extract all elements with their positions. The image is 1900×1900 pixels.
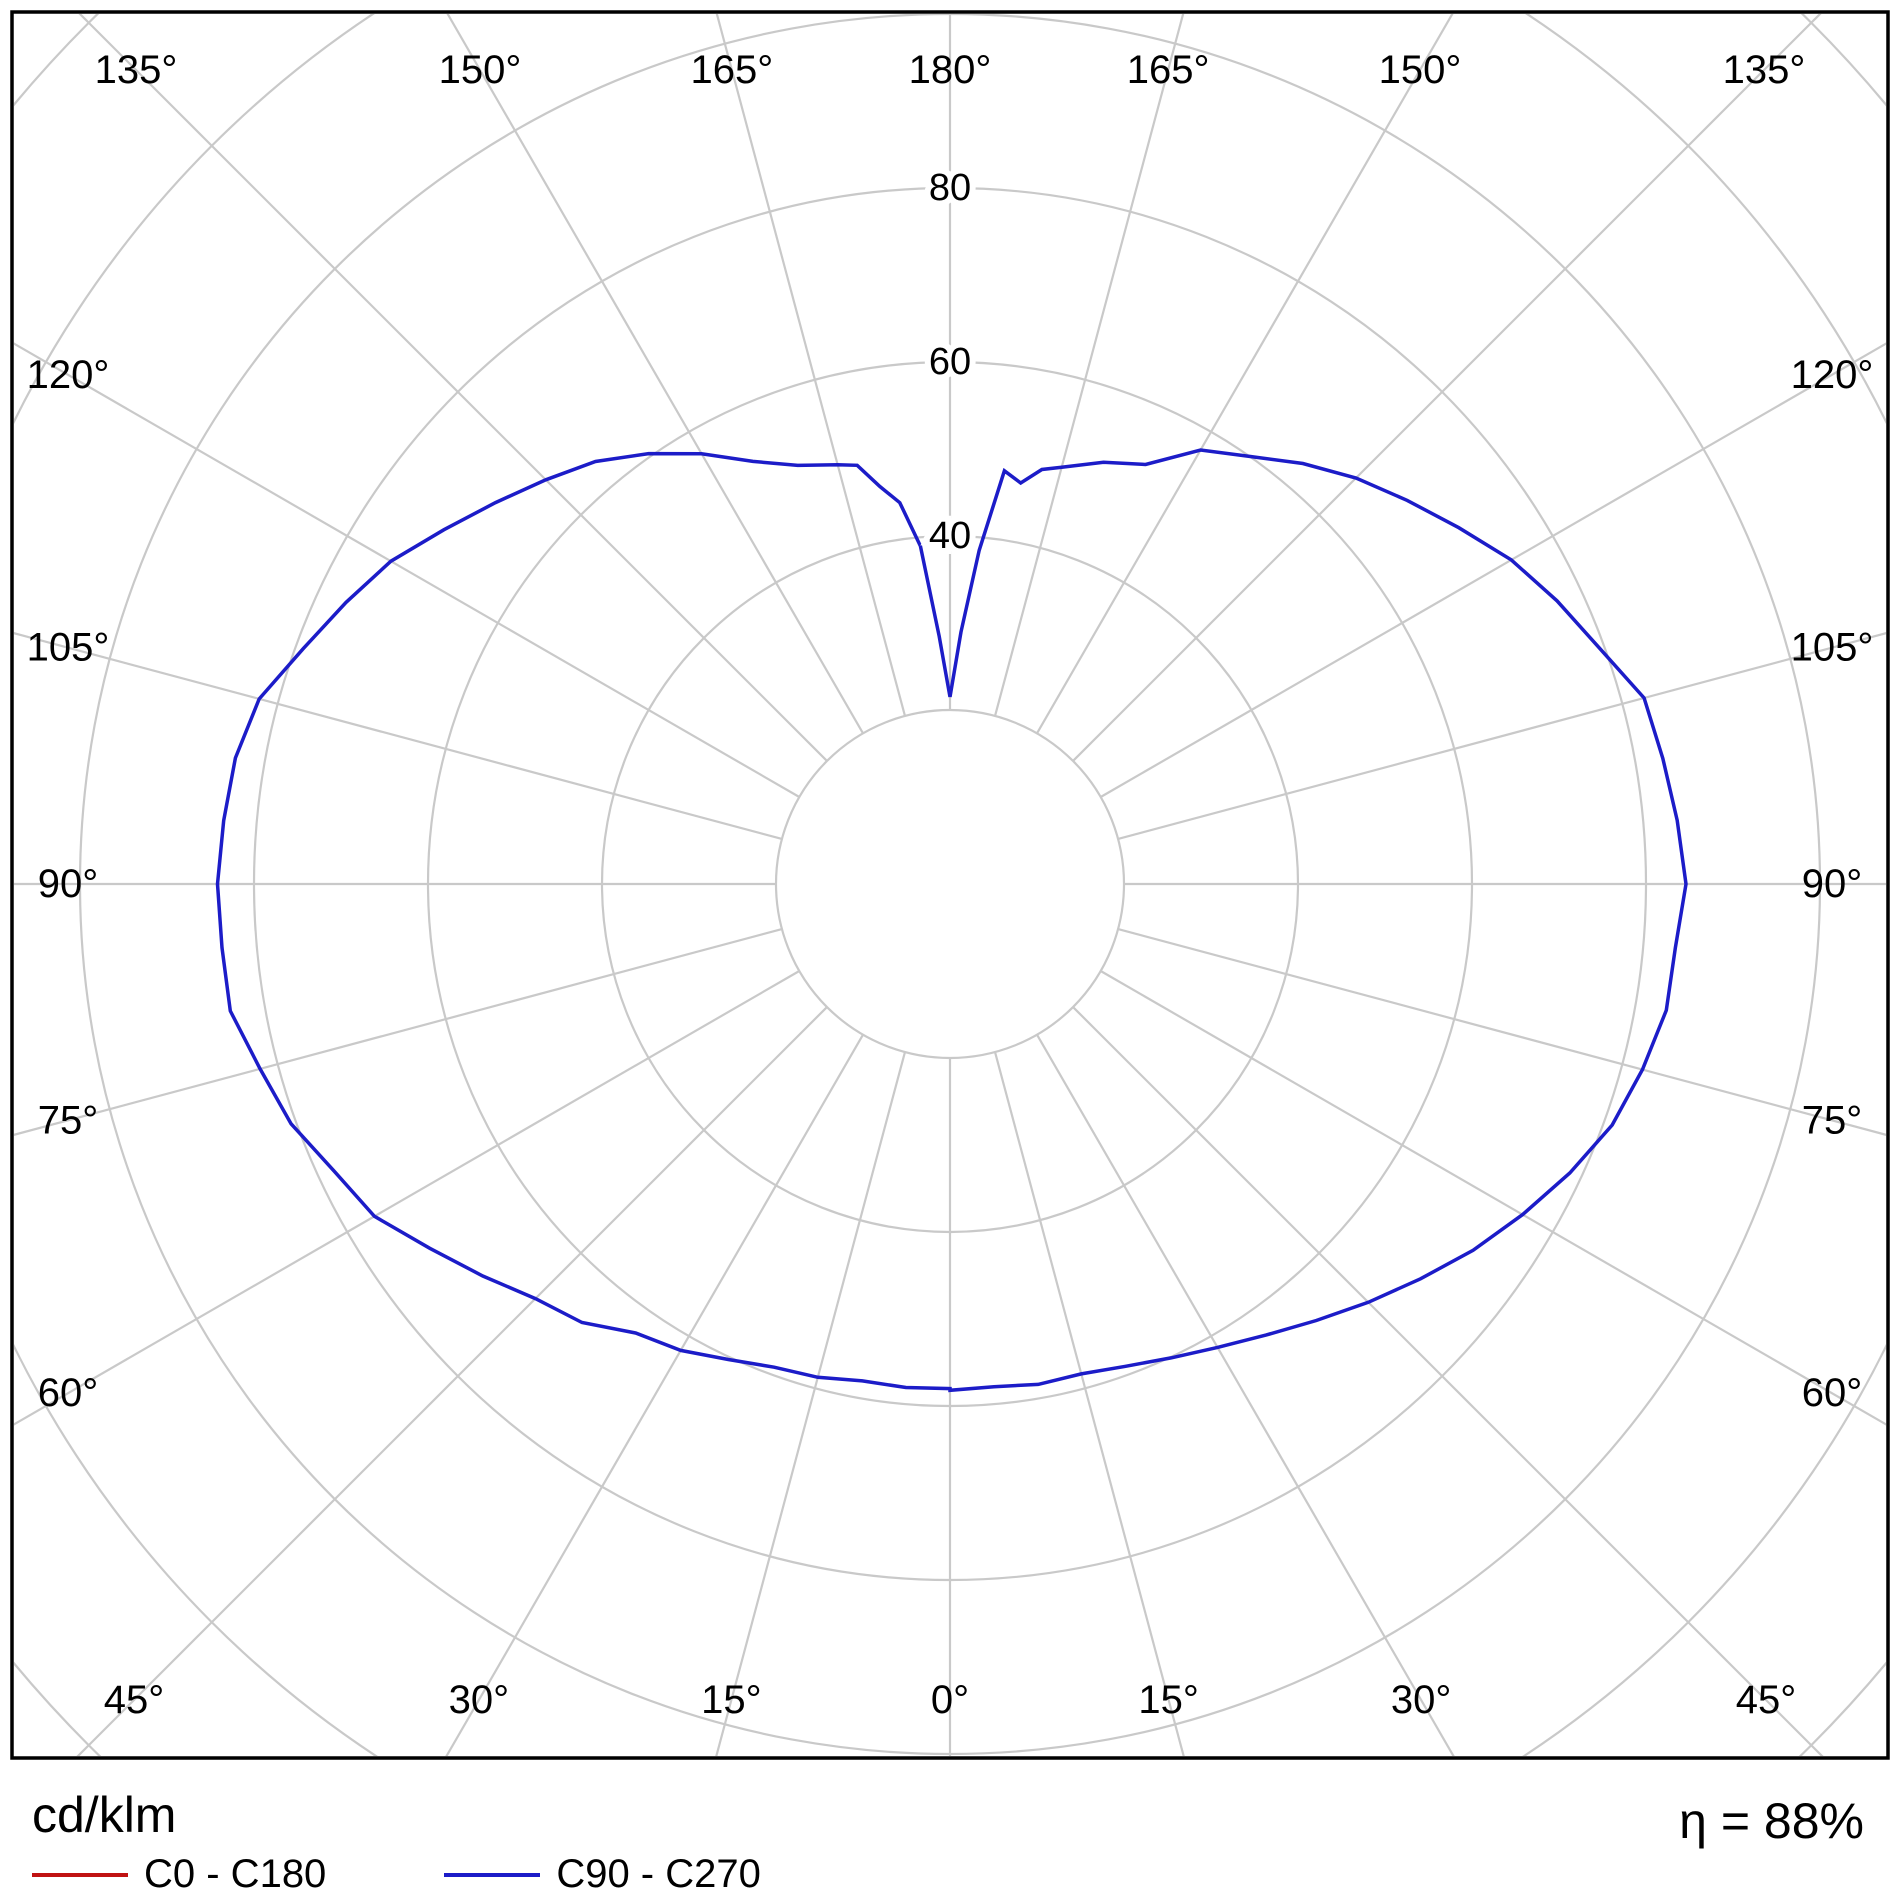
svg-text:75°: 75°	[1802, 1098, 1863, 1142]
svg-text:90°: 90°	[1802, 862, 1863, 906]
legend-label-c0-c180: C0 - C180	[144, 1852, 327, 1896]
angle-labels: 0° 15° 15° 30° 30° 45° 45° 60° 60° 75° 75° 90° 90° 10…	[27, 48, 1874, 1722]
svg-text:45°: 45°	[1736, 1678, 1797, 1722]
efficiency-value: η = 88%	[1679, 1793, 1864, 1849]
svg-text:105°: 105°	[1791, 626, 1874, 670]
svg-text:165°: 165°	[691, 48, 774, 92]
legend-item-c90-c270: C90 - C270	[444, 1852, 761, 1897]
svg-text:120°: 120°	[1791, 353, 1874, 397]
legend-swatch-c90-c270	[444, 1872, 541, 1877]
svg-text:150°: 150°	[439, 48, 522, 92]
svg-text:165°: 165°	[1127, 48, 1210, 92]
svg-text:0°: 0°	[931, 1678, 969, 1722]
svg-text:75°: 75°	[38, 1098, 99, 1142]
svg-text:135°: 135°	[1723, 48, 1806, 92]
svg-text:30°: 30°	[449, 1678, 510, 1722]
svg-text:30°: 30°	[1391, 1678, 1452, 1722]
radial-tick-labels: 40 60 80	[923, 161, 977, 563]
svg-text:60: 60	[929, 341, 971, 383]
svg-text:60°: 60°	[1802, 1371, 1863, 1415]
svg-text:180°: 180°	[909, 48, 992, 92]
svg-text:120°: 120°	[27, 353, 110, 397]
svg-text:105°: 105°	[27, 626, 110, 670]
svg-text:15°: 15°	[701, 1678, 762, 1722]
legend-swatch-c0-c180	[32, 1872, 128, 1877]
svg-text:15°: 15°	[1138, 1678, 1199, 1722]
legend-item-c0-c180: C0 - C180	[32, 1852, 326, 1897]
svg-text:45°: 45°	[104, 1678, 165, 1722]
units-label: cd/klm	[32, 1787, 177, 1843]
svg-text:150°: 150°	[1379, 48, 1462, 92]
svg-text:40: 40	[929, 515, 971, 557]
legend: C0 - C180 C90 - C270	[32, 1852, 761, 1897]
svg-text:80: 80	[929, 167, 971, 209]
svg-text:60°: 60°	[38, 1371, 99, 1415]
svg-text:90°: 90°	[38, 862, 99, 906]
chart-frame	[10, 10, 1890, 1760]
legend-label-c90-c270: C90 - C270	[556, 1852, 761, 1896]
curve-c90-c270	[215, 448, 1688, 1393]
svg-text:135°: 135°	[95, 48, 178, 92]
